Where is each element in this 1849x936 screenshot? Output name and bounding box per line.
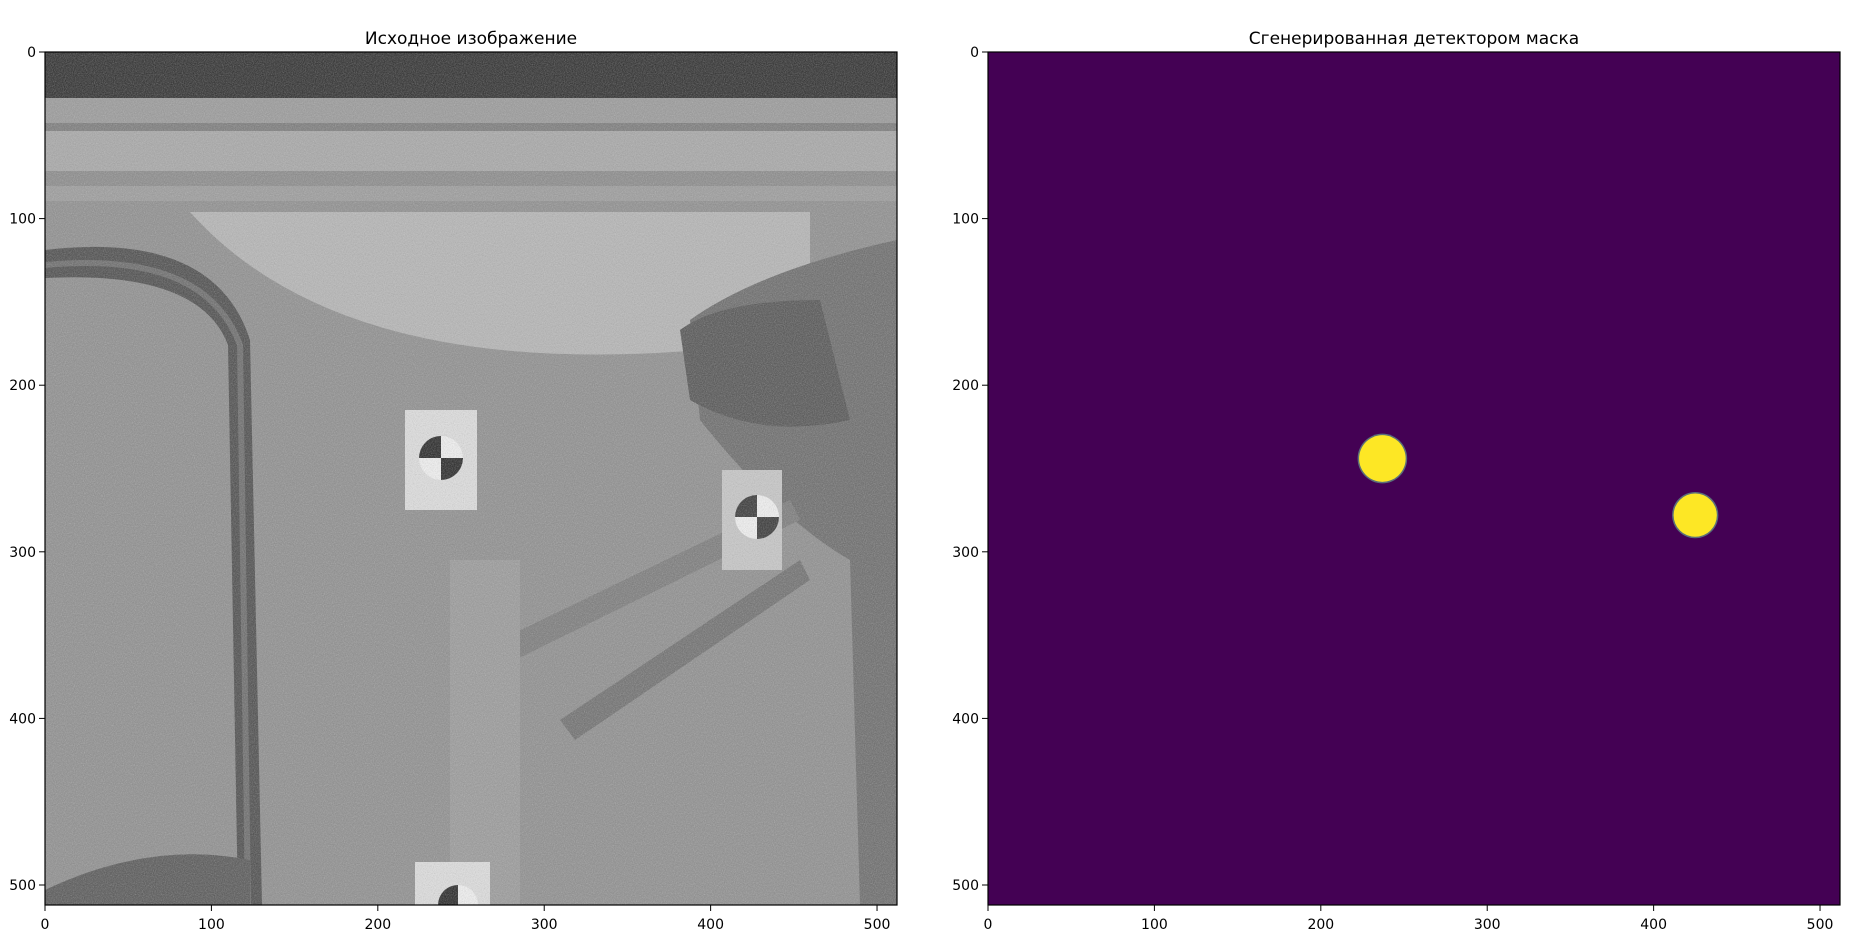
x-tick-label-original: 0 [41,917,50,933]
x-tick-label-mask: 200 [1307,917,1334,933]
panel-detector-mask: Сгенерированная детектором маска 0 100 200… [952,29,1841,933]
panel-title-original: Исходное изображение [365,29,577,49]
mask-blob [1673,493,1717,537]
panel-original-image: Исходное изображение [9,29,898,933]
panel-title-mask: Сгенерированная детектором маска [1249,29,1579,49]
y-tick-label-original: 300 [9,545,36,561]
x-tick-label-original: 500 [864,917,891,933]
y-tick-label-original: 100 [9,212,36,228]
x-tick-label-original: 100 [198,917,225,933]
x-tick-label-original: 300 [531,917,558,933]
x-tick-label-mask: 0 [984,917,993,933]
axes-ticks-mask: 0 100 200 300 400 500 0 100 200 300 400 500 [952,45,1833,933]
mask-blob [1359,435,1406,482]
y-tick-label-original: 500 [9,878,36,894]
y-tick-label-original: 400 [9,711,36,727]
y-tick-label-mask: 0 [970,45,979,61]
x-tick-label-mask: 400 [1640,917,1667,933]
grayscale-image [45,52,897,905]
y-tick-label-mask: 400 [952,711,979,727]
x-tick-label-mask: 100 [1141,917,1168,933]
y-tick-label-mask: 100 [952,212,979,228]
y-tick-label-mask: 200 [952,378,979,394]
x-tick-label-original: 400 [697,917,724,933]
y-tick-label-original: 200 [9,378,36,394]
y-tick-label-mask: 300 [952,545,979,561]
y-tick-label-original: 0 [27,45,36,61]
mask-blobs [1357,433,1719,539]
axes-ticks-original: 0 100 200 300 400 500 0 100 200 300 400 500 [9,45,890,933]
mask-image [988,52,1840,905]
y-tick-label-mask: 500 [952,878,979,894]
x-tick-label-mask: 500 [1807,917,1834,933]
x-tick-label-original: 200 [364,917,391,933]
x-tick-label-mask: 300 [1474,917,1501,933]
